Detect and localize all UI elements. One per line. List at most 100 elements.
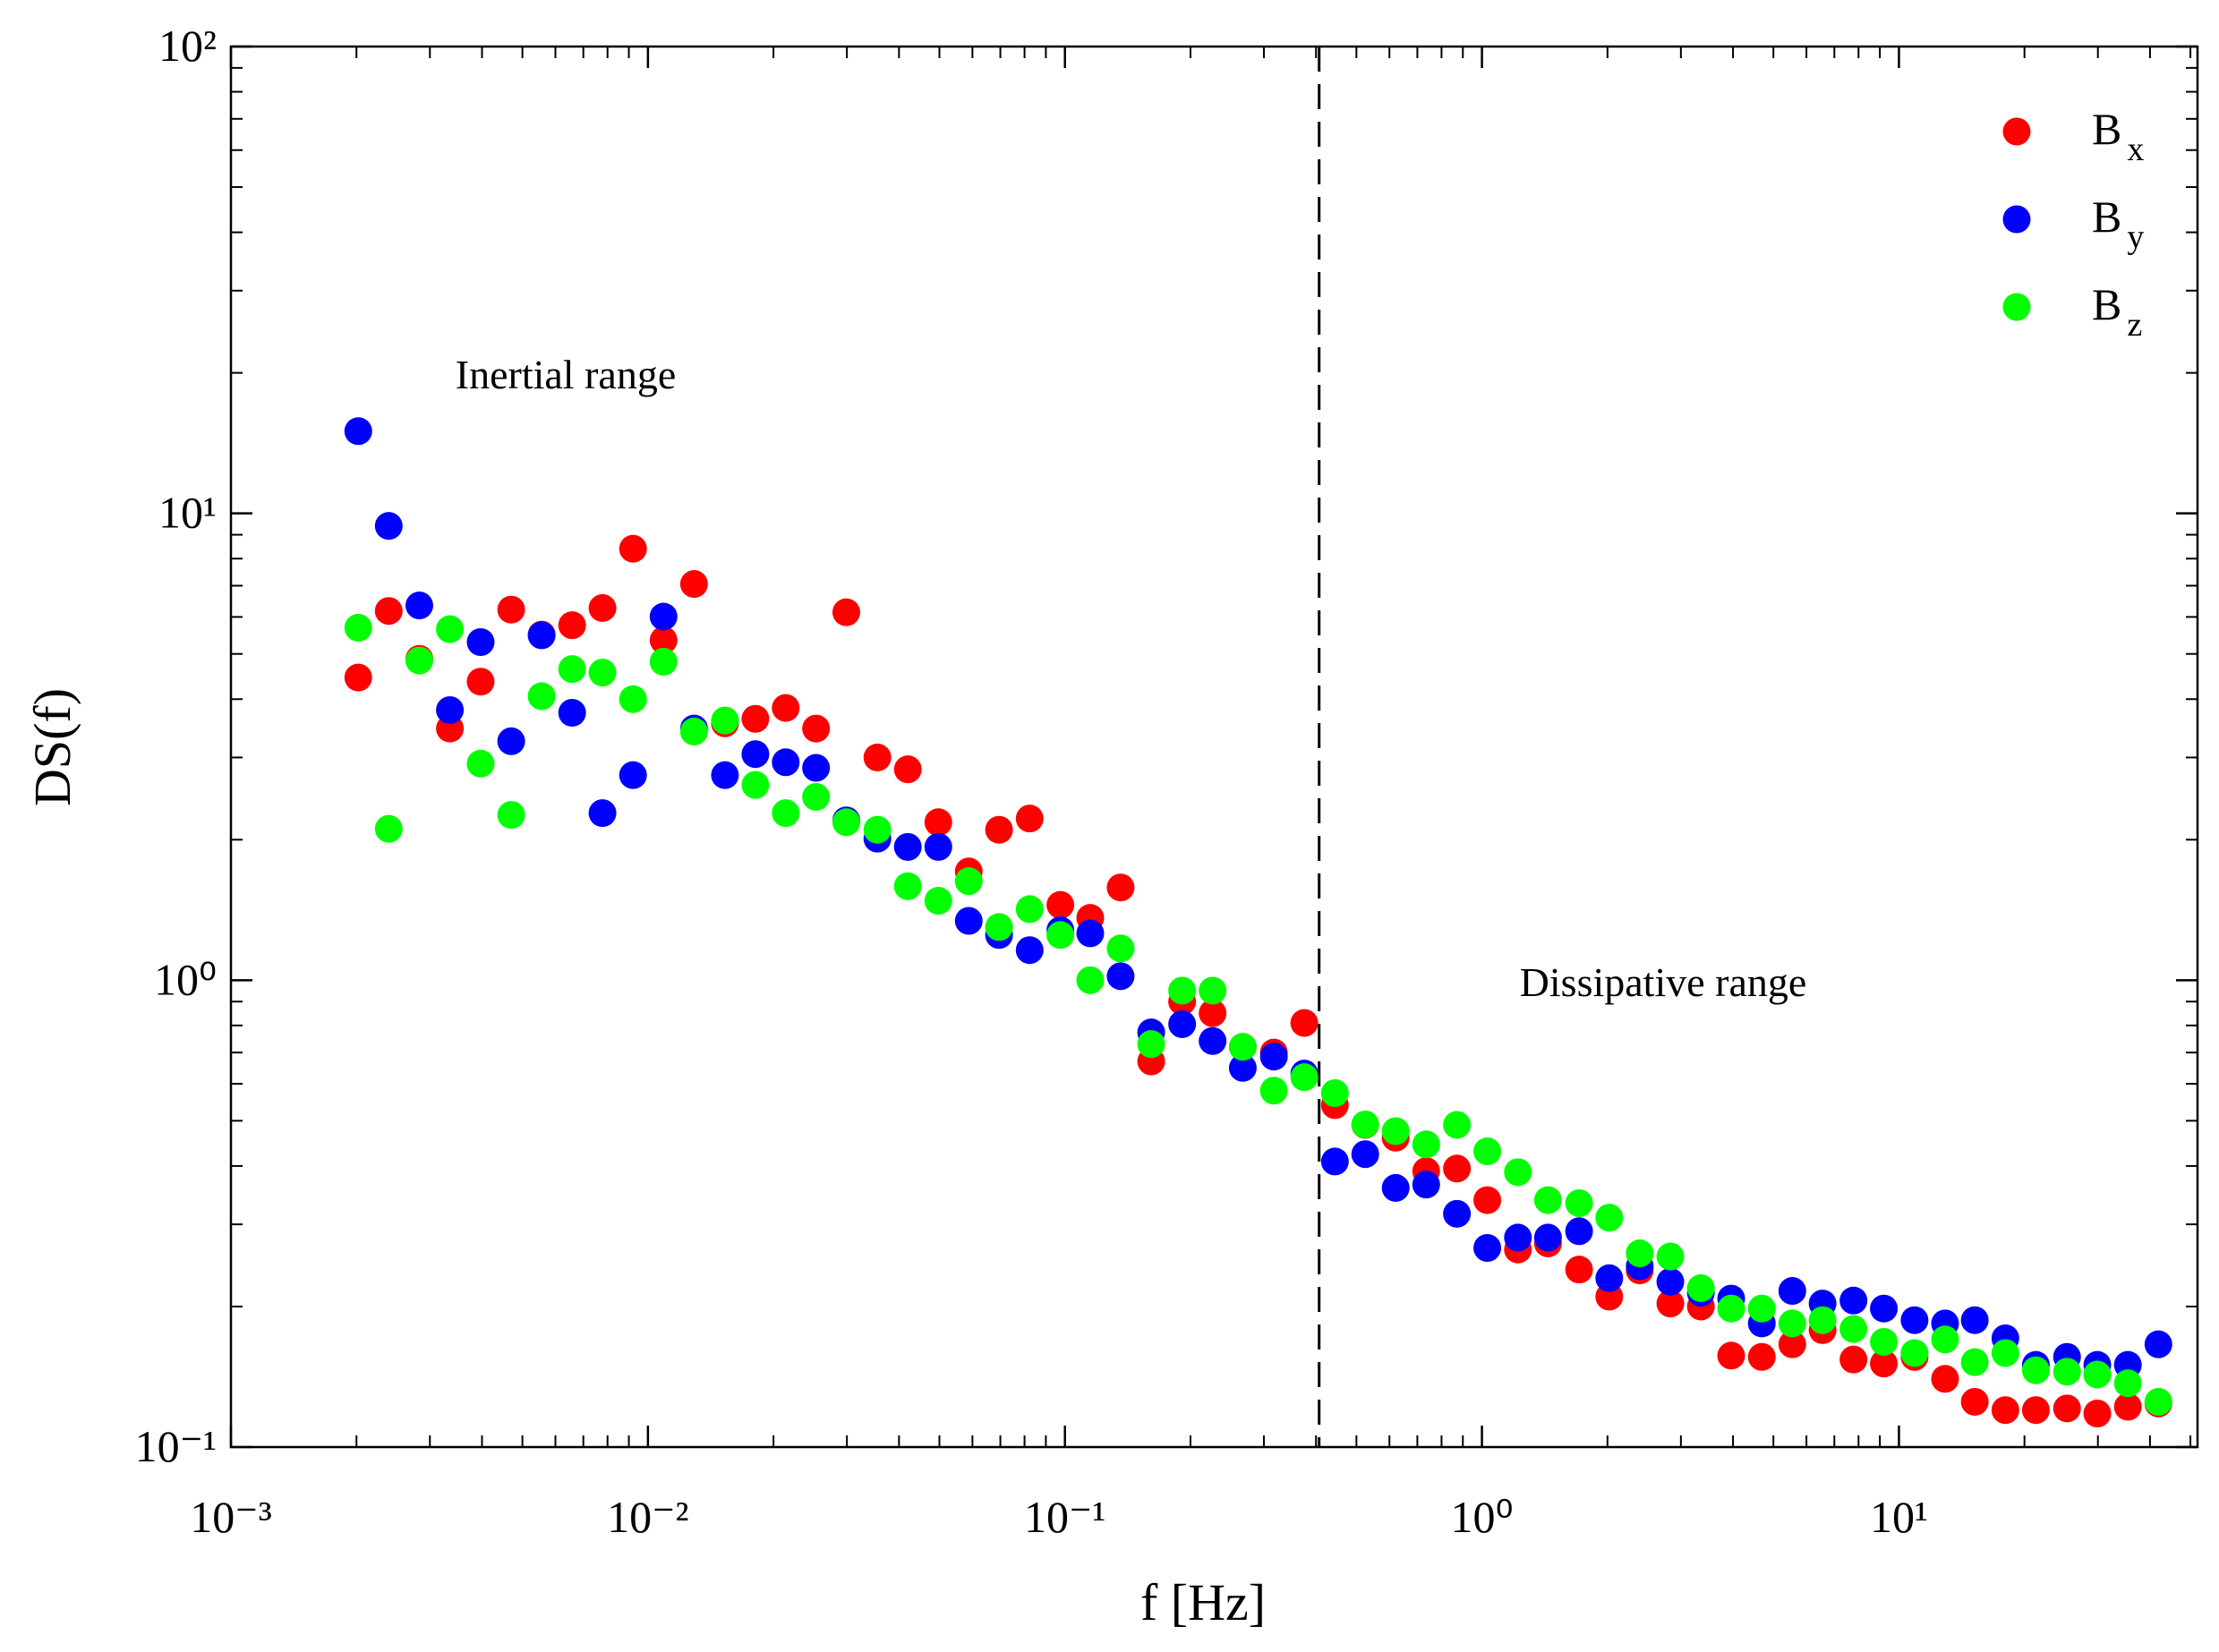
point bbox=[1747, 1294, 1776, 1323]
point bbox=[1228, 1053, 1257, 1082]
point bbox=[1747, 1342, 1776, 1371]
point bbox=[772, 694, 800, 722]
y-tick-label: 10² bbox=[158, 21, 217, 71]
point bbox=[679, 570, 708, 599]
point bbox=[1228, 1033, 1257, 1061]
y-tick-label: 10⁻¹ bbox=[135, 1421, 217, 1471]
point bbox=[1991, 1339, 2019, 1367]
point bbox=[2053, 1394, 2081, 1423]
point bbox=[1015, 936, 1044, 965]
point bbox=[2021, 1356, 2050, 1384]
point bbox=[588, 799, 617, 828]
point bbox=[497, 727, 525, 755]
point bbox=[1076, 919, 1105, 948]
point bbox=[1839, 1345, 1868, 1374]
point bbox=[863, 815, 892, 844]
x-tick-label: 10⁰ bbox=[1451, 1492, 1514, 1542]
point bbox=[619, 534, 647, 563]
point bbox=[924, 887, 952, 915]
point bbox=[954, 907, 983, 935]
point bbox=[1778, 1277, 1806, 1306]
point bbox=[1839, 1315, 1868, 1343]
point bbox=[1717, 1341, 1745, 1370]
point bbox=[1381, 1173, 1410, 1202]
x-tick-label: 10⁻³ bbox=[190, 1492, 271, 1542]
point bbox=[527, 682, 556, 711]
point bbox=[1533, 1223, 1562, 1252]
point bbox=[1259, 1077, 1288, 1105]
point bbox=[924, 832, 952, 861]
point bbox=[1991, 1396, 2019, 1425]
point bbox=[741, 740, 770, 769]
point bbox=[344, 663, 372, 692]
x-tick-label: 10¹ bbox=[1870, 1492, 1928, 1542]
point bbox=[1473, 1186, 1502, 1214]
legend-marker bbox=[2002, 293, 2031, 321]
point bbox=[1412, 1130, 1440, 1159]
point bbox=[1443, 1111, 1472, 1139]
point bbox=[1778, 1309, 1806, 1338]
point bbox=[1137, 1030, 1165, 1059]
point bbox=[832, 808, 860, 837]
point bbox=[558, 655, 586, 684]
point bbox=[772, 748, 800, 777]
point bbox=[649, 626, 678, 654]
point bbox=[802, 714, 831, 743]
point bbox=[679, 717, 708, 745]
point bbox=[374, 597, 403, 626]
point bbox=[711, 706, 739, 735]
point bbox=[1565, 1188, 1593, 1217]
point bbox=[2053, 1358, 2081, 1386]
y-tick-label: 10¹ bbox=[158, 488, 217, 538]
point bbox=[2083, 1400, 2112, 1428]
point bbox=[1259, 1043, 1288, 1071]
point bbox=[893, 872, 922, 900]
point bbox=[374, 814, 403, 843]
point bbox=[1808, 1306, 1837, 1334]
point bbox=[1015, 805, 1044, 833]
point bbox=[1717, 1294, 1745, 1323]
point bbox=[1565, 1217, 1593, 1246]
point bbox=[619, 685, 647, 713]
point bbox=[802, 754, 831, 782]
point bbox=[1931, 1365, 1959, 1393]
point bbox=[497, 595, 525, 624]
point bbox=[1381, 1117, 1410, 1145]
point bbox=[2144, 1330, 2172, 1358]
point bbox=[497, 801, 525, 830]
point bbox=[1656, 1267, 1685, 1296]
annotation: Dissipative range bbox=[1520, 959, 1807, 1005]
point bbox=[2021, 1396, 2050, 1425]
point bbox=[1626, 1239, 1654, 1268]
point bbox=[436, 695, 465, 724]
point bbox=[1199, 976, 1227, 1005]
x-tick-label: 10⁻¹ bbox=[1024, 1492, 1105, 1542]
point bbox=[772, 799, 800, 828]
x-tick-label: 10⁻² bbox=[607, 1492, 688, 1542]
point bbox=[1106, 934, 1135, 963]
point bbox=[649, 602, 678, 631]
point bbox=[2113, 1369, 2142, 1398]
point bbox=[1046, 890, 1075, 919]
point bbox=[954, 867, 983, 896]
point bbox=[893, 755, 922, 784]
point bbox=[1076, 966, 1105, 994]
point bbox=[1778, 1330, 1806, 1358]
legend-marker bbox=[2002, 205, 2031, 234]
point bbox=[1106, 962, 1135, 991]
point bbox=[374, 512, 403, 541]
point bbox=[863, 743, 892, 771]
point bbox=[1412, 1171, 1440, 1199]
point bbox=[741, 704, 770, 733]
point bbox=[741, 771, 770, 799]
point bbox=[1595, 1204, 1624, 1232]
point bbox=[466, 749, 495, 778]
point bbox=[405, 592, 433, 620]
point bbox=[1565, 1256, 1593, 1284]
point bbox=[1960, 1348, 1989, 1376]
point bbox=[1656, 1290, 1685, 1318]
point bbox=[893, 832, 922, 861]
point bbox=[1870, 1350, 1899, 1378]
